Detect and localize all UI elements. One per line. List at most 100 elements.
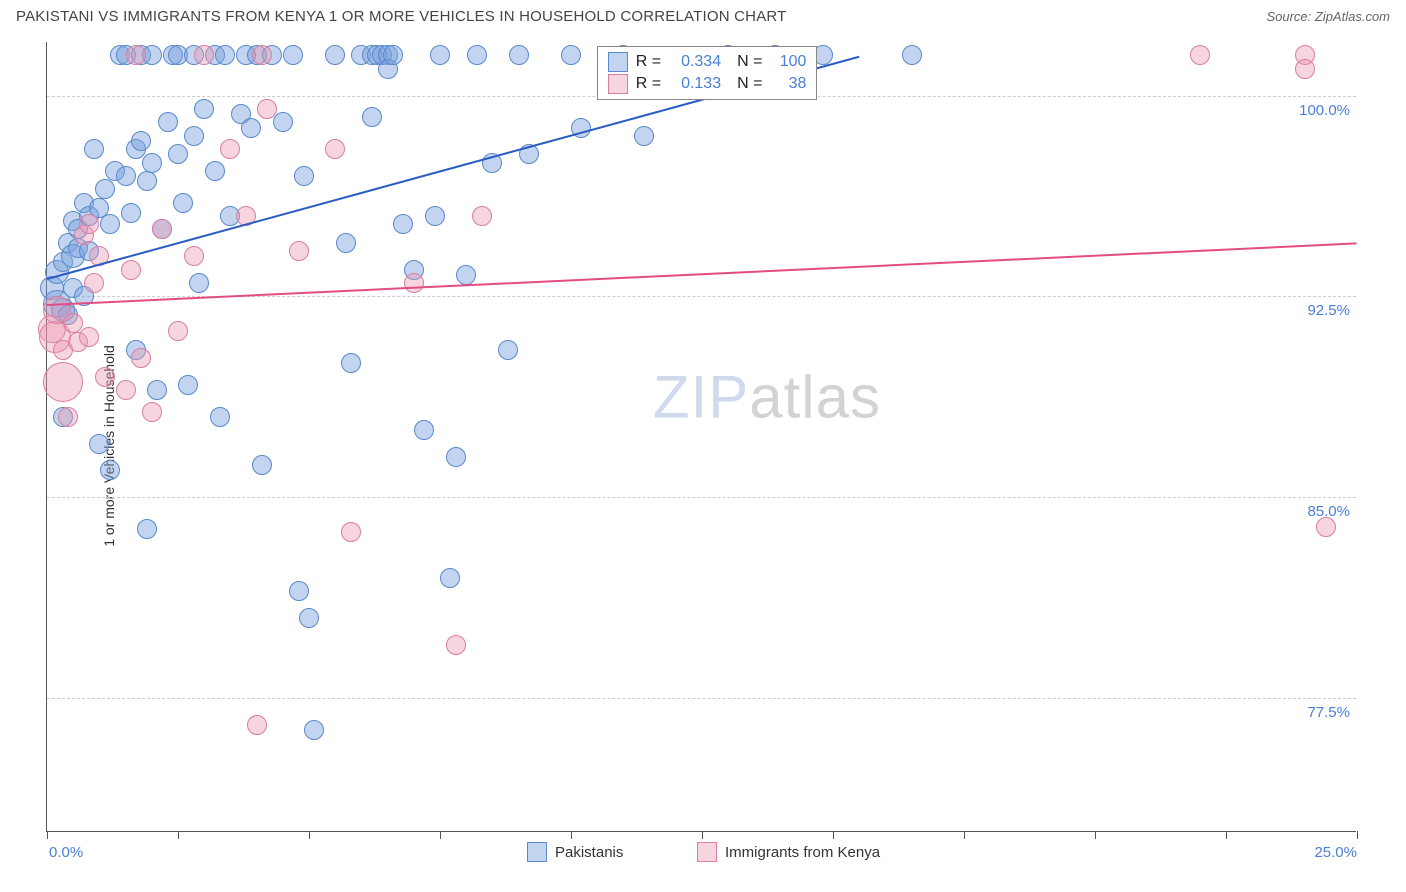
x-tick [309, 831, 310, 839]
x-tick [440, 831, 441, 839]
scatter-point [215, 45, 235, 65]
gridline [47, 698, 1356, 699]
scatter-point [137, 519, 157, 539]
stat-r-value: 0.133 [669, 75, 721, 93]
scatter-point [116, 166, 136, 186]
scatter-point [289, 581, 309, 601]
x-tick [1226, 831, 1227, 839]
x-tick [1357, 831, 1358, 839]
scatter-point [184, 126, 204, 146]
scatter-point [414, 420, 434, 440]
scatter-point [446, 447, 466, 467]
scatter-point [472, 206, 492, 226]
y-tick-label: 100.0% [1299, 102, 1350, 119]
scatter-point [89, 434, 109, 454]
scatter-point [509, 45, 529, 65]
x-tick-label: 0.0% [49, 844, 83, 861]
stat-n-value: 38 [770, 75, 806, 93]
legend-swatch [608, 52, 628, 72]
scatter-point [131, 348, 151, 368]
legend-swatch [527, 842, 547, 862]
scatter-point [241, 118, 261, 138]
stat-n-value: 100 [770, 53, 806, 71]
legend-label: Immigrants from Kenya [725, 844, 880, 861]
scatter-point [43, 362, 83, 402]
scatter-point [131, 131, 151, 151]
scatter-point [58, 407, 78, 427]
scatter-point [404, 273, 424, 293]
scatter-point [84, 139, 104, 159]
scatter-point [393, 214, 413, 234]
scatter-point [173, 193, 193, 213]
scatter-point [289, 241, 309, 261]
legend-label: Pakistanis [555, 844, 623, 861]
scatter-point [299, 608, 319, 628]
scatter-point [189, 273, 209, 293]
x-tick [571, 831, 572, 839]
scatter-point [178, 375, 198, 395]
stat-n-label: N = [737, 75, 762, 93]
scatter-point [425, 206, 445, 226]
stat-n-label: N = [737, 53, 762, 71]
scatter-point [273, 112, 293, 132]
scatter-point [158, 112, 178, 132]
scatter-point [446, 635, 466, 655]
scatter-point [168, 144, 188, 164]
scatter-point [325, 45, 345, 65]
scatter-point [121, 260, 141, 280]
scatter-point [79, 327, 99, 347]
scatter-point [100, 214, 120, 234]
y-tick-label: 77.5% [1307, 704, 1350, 721]
stat-r-label: R = [636, 75, 661, 93]
y-tick-label: 92.5% [1307, 302, 1350, 319]
gridline [47, 497, 1356, 498]
scatter-point [456, 265, 476, 285]
scatter-point [194, 45, 214, 65]
x-tick [964, 831, 965, 839]
stat-r-value: 0.334 [669, 53, 721, 71]
stats-row: R = 0.334 N = 100 [608, 51, 807, 73]
scatter-point [116, 380, 136, 400]
x-tick [178, 831, 179, 839]
scatter-point [100, 460, 120, 480]
scatter-point [142, 153, 162, 173]
stats-row: R = 0.133 N = 38 [608, 73, 807, 95]
scatter-point [121, 203, 141, 223]
watermark-zip: ZIP [653, 364, 749, 431]
scatter-point [902, 45, 922, 65]
scatter-point [79, 214, 99, 234]
watermark: ZIPatlas [653, 363, 881, 432]
source-attribution: Source: ZipAtlas.com [1266, 9, 1390, 24]
scatter-point [634, 126, 654, 146]
scatter-point [252, 455, 272, 475]
scatter-point [137, 171, 157, 191]
legend-item: Immigrants from Kenya [697, 842, 880, 862]
scatter-point [194, 99, 214, 119]
scatter-point [257, 99, 277, 119]
scatter-point [498, 340, 518, 360]
scatter-point [147, 380, 167, 400]
scatter-point [205, 161, 225, 181]
scatter-point [126, 45, 146, 65]
scatter-point [325, 139, 345, 159]
scatter-point [294, 166, 314, 186]
scatter-point [1190, 45, 1210, 65]
stats-box: R = 0.334 N = 100 R = 0.133 N = 38 [597, 46, 818, 100]
x-tick [1095, 831, 1096, 839]
scatter-point [184, 246, 204, 266]
scatter-point [84, 273, 104, 293]
scatter-point [168, 321, 188, 341]
scatter-point [220, 139, 240, 159]
watermark-atlas: atlas [749, 364, 881, 431]
scatter-point [561, 45, 581, 65]
scatter-point [142, 402, 162, 422]
scatter-point [362, 107, 382, 127]
scatter-point [1316, 517, 1336, 537]
scatter-point [336, 233, 356, 253]
x-tick-label: 25.0% [1307, 844, 1357, 861]
stat-r-label: R = [636, 53, 661, 71]
scatter-chart: ZIPatlas 77.5%85.0%92.5%100.0%0.0%25.0%R… [46, 42, 1356, 832]
scatter-point [383, 45, 403, 65]
x-tick [47, 831, 48, 839]
x-tick [702, 831, 703, 839]
